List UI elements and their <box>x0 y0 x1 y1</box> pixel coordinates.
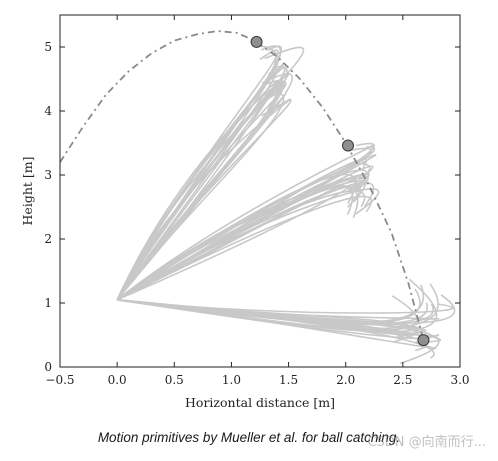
x-tick-label: 1.0 <box>222 373 241 387</box>
watermark: CSDN @向南而行... <box>367 435 486 450</box>
x-tick-label: −0.5 <box>45 373 74 387</box>
ball-trajectory <box>60 30 425 341</box>
y-tick-label: 1 <box>44 296 52 310</box>
primitive-curve <box>116 81 284 301</box>
chart-canvas: −0.5 0.0 0.5 1.0 1.5 2.0 2.5 3.0 0 1 2 3 4 5 Horizont… <box>20 14 470 410</box>
primitive-curve <box>116 94 277 301</box>
y-tick-label: 5 <box>44 40 52 54</box>
catch-points <box>250 35 430 347</box>
x-tick-label: 0.0 <box>108 373 127 387</box>
primitive-curve <box>117 295 419 331</box>
catch-point <box>250 35 263 48</box>
y-tick-label: 4 <box>44 104 52 118</box>
x-axis-label: Horizontal distance [m] <box>185 395 335 410</box>
x-tick-label: 1.5 <box>279 373 298 387</box>
ball-trajectory-layer <box>60 30 425 341</box>
x-tick-label: 2.5 <box>393 373 412 387</box>
primitive-curve <box>116 165 374 301</box>
y-tick-label: 0 <box>44 360 52 374</box>
catch-point <box>342 139 354 152</box>
motion-primitives <box>116 45 456 365</box>
y-axis-label: Height [m] <box>20 157 35 226</box>
catch-point <box>417 334 430 347</box>
primitive-curve <box>116 146 375 301</box>
y-tick-label: 3 <box>44 168 52 182</box>
primitive-curve <box>116 172 370 301</box>
primitive-curve <box>116 144 375 301</box>
y-tick-label: 2 <box>44 232 52 246</box>
primitive-curve <box>117 299 454 314</box>
x-tick-label: 3.0 <box>450 373 469 387</box>
plot-frame <box>59 14 461 368</box>
x-tick-label: 2.0 <box>336 373 355 387</box>
x-tick-label: 0.5 <box>165 373 184 387</box>
primitive-curve <box>116 49 279 301</box>
primitive-curve <box>116 98 291 301</box>
figure-caption: Motion primitives by Mueller et al. for … <box>97 430 401 445</box>
primitive-curve <box>116 94 286 301</box>
axis-ticks: −0.5 0.0 0.5 1.0 1.5 2.0 2.5 3.0 0 1 2 3 4 5 <box>44 15 470 387</box>
